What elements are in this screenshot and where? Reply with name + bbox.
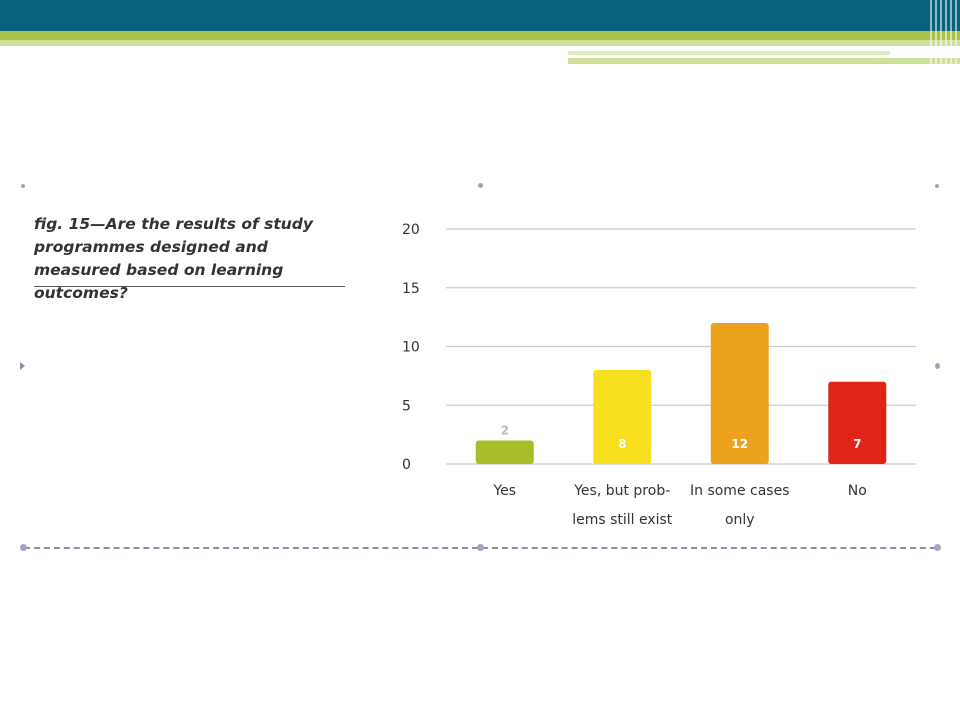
resize-handle-bottom-right[interactable] [934, 544, 941, 551]
slide-header-band [0, 0, 960, 31]
bar [593, 370, 652, 464]
x-tick-label: Yes, but prob- [573, 483, 670, 499]
chart-title: fig. 15—Are the results of study program… [34, 215, 313, 302]
resize-handle-left-middle[interactable] [20, 362, 25, 370]
slide-accent-tail [568, 51, 890, 55]
resize-handle-top-center[interactable] [478, 183, 483, 188]
y-tick-label: 15 [402, 281, 420, 297]
slide-accent-band [0, 31, 960, 40]
bar [710, 323, 769, 464]
x-tick-label: Yes [492, 483, 516, 499]
bar-value-label: 12 [731, 437, 748, 451]
resize-handle-bottom-left[interactable] [20, 544, 27, 551]
title-underline [34, 286, 345, 287]
slide-accent-gap [568, 46, 960, 51]
x-tick-label: In some cases [690, 483, 790, 499]
resize-handle-top-right[interactable] [935, 184, 939, 188]
resize-handle-right-middle[interactable] [935, 363, 940, 369]
bar-value-label: 2 [501, 424, 509, 438]
bar-value-label: 8 [618, 437, 626, 451]
y-tick-label: 10 [402, 340, 420, 356]
y-tick-label: 0 [402, 457, 411, 473]
bar [475, 440, 534, 464]
x-tick-label: lems still exist [572, 512, 673, 528]
slide-accent-band-light [0, 40, 960, 46]
y-tick-label: 5 [402, 398, 411, 414]
resize-handle-top-left[interactable] [21, 184, 25, 188]
slide-accent-tail-lower [568, 58, 960, 64]
slide-header-stripes [930, 0, 960, 64]
resize-handle-bottom-center[interactable] [477, 544, 484, 551]
bar-value-label: 7 [853, 437, 861, 451]
y-tick-label: 20 [402, 222, 420, 238]
bar [828, 381, 887, 464]
x-tick-label: only [725, 512, 755, 528]
x-tick-label: No [848, 483, 867, 499]
